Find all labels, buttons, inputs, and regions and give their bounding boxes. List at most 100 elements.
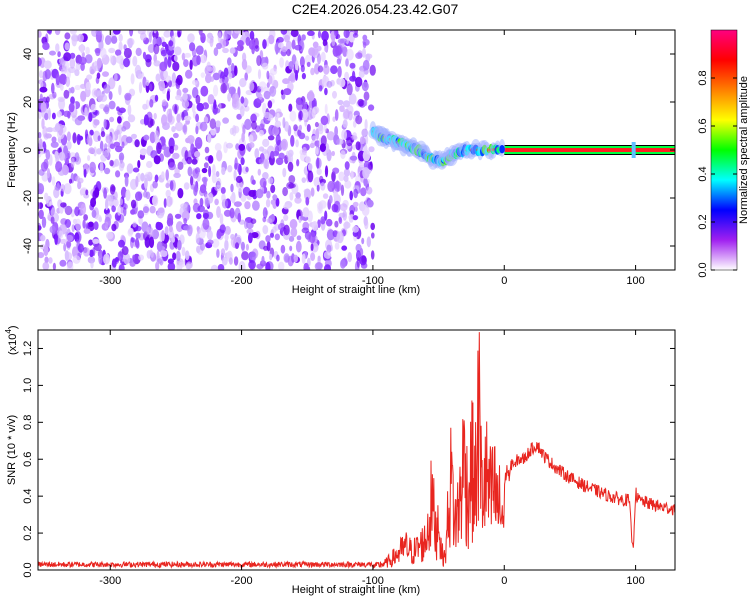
noise-speckle [210,264,219,270]
noise-speckle [91,209,97,218]
noise-speckle [248,260,256,270]
noise-speckle [143,134,150,141]
noise-speckle [346,137,353,147]
noise-speckle [95,48,101,57]
noise-speckle [113,141,121,147]
noise-speckle [173,54,178,62]
colorbar-tick-label: 0.6 [697,118,709,133]
noise-speckle [233,256,239,266]
noise-speckle [63,110,71,118]
noise-speckle [350,170,354,180]
noise-speckle [205,73,212,84]
noise-speckle [282,167,287,178]
noise-speckle [177,188,184,199]
noise-speckle [218,102,222,110]
x-tick-label: 0 [501,275,507,287]
noise-speckle [172,61,180,72]
noise-speckle [207,32,213,39]
noise-speckle [236,113,242,120]
noise-speckle [90,260,94,269]
noise-speckle [220,82,228,94]
noise-speckle [216,42,222,50]
noise-speckle [149,236,155,249]
noise-speckle [262,172,269,180]
noise-speckle [114,145,123,153]
noise-speckle [320,216,326,225]
noise-speckle [266,241,271,252]
noise-speckle [173,132,179,139]
y-tick-label: -20 [22,190,34,206]
noise-speckle [248,134,254,143]
noise-speckle [249,30,255,41]
noise-speckle [301,227,310,234]
noise-speckle [311,108,316,118]
noise-speckle [272,126,279,137]
noise-speckle [65,234,74,242]
noise-speckle [256,96,265,104]
noise-speckle [212,164,216,176]
noise-speckle [103,149,109,158]
noise-speckle [105,212,112,222]
noise-speckle [89,129,94,136]
noise-speckle [326,80,333,88]
noise-speckle [318,200,327,209]
noise-speckle [124,175,129,187]
noise-speckle [174,32,178,38]
noise-speckle [74,69,80,77]
snr-y-axis-title: SNR (10 * v/v) [6,415,18,485]
noise-speckle [160,250,168,257]
noise-speckle [192,168,199,179]
noise-speckle [130,237,135,243]
noise-speckle [76,133,81,146]
noise-speckle [241,132,245,143]
noise-speckle [63,183,72,195]
noise-speckle [187,33,195,43]
noise-speckle [317,219,321,229]
noise-speckle [245,36,251,47]
noise-speckle [283,88,292,96]
noise-speckle [55,73,61,86]
noise-speckle [237,212,242,223]
noise-speckle [227,57,232,66]
spectrogram-signal-track [368,121,675,170]
noise-speckle [325,218,333,227]
noise-speckle [320,182,326,191]
noise-speckle [143,114,149,126]
colorbar-tick-label: 0.8 [697,70,709,85]
snr-frame [37,329,676,571]
noise-speckle [235,143,240,151]
noise-speckle [45,149,51,160]
noise-speckle [256,263,264,270]
noise-speckle [322,39,328,47]
noise-speckle [80,62,85,71]
noise-speckle [135,47,142,57]
noise-speckle [116,129,120,135]
noise-speckle [355,243,362,253]
noise-speckle [216,206,221,218]
noise-speckle [70,86,75,94]
noise-speckle [270,184,276,194]
noise-speckle [38,252,45,259]
noise-speckle [336,58,342,65]
noise-speckle [295,192,301,199]
noise-speckle [296,159,300,167]
noise-speckle [63,243,67,252]
noise-speckle [51,82,55,94]
noise-speckle [166,108,173,120]
noise-speckle [310,67,315,76]
noise-speckle [263,111,271,119]
noise-speckle [202,212,209,220]
noise-speckle [212,72,221,81]
noise-speckle [303,188,310,194]
noise-speckle [121,246,129,256]
noise-speckle [340,184,345,196]
noise-speckle [40,81,44,88]
noise-speckle [332,116,336,122]
noise-speckle [267,100,273,109]
noise-speckle [206,61,211,72]
noise-speckle [337,65,342,78]
noise-speckle [228,72,233,80]
noise-speckle [317,30,322,39]
noise-speckle [168,137,175,150]
noise-speckle [207,133,212,143]
